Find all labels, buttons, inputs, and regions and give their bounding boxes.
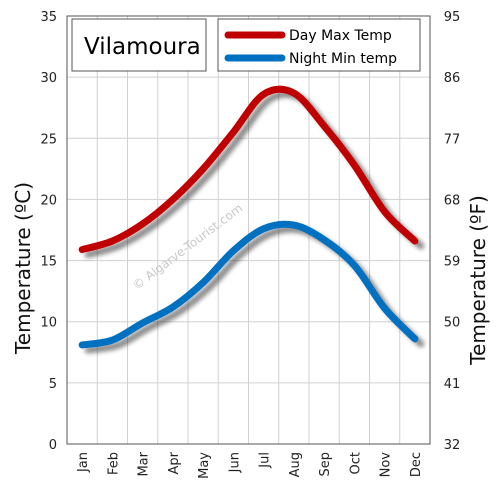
x-axis-ticks: Jan Feb Mar Apr May Jun Jul Aug Sep Oct Nov Dec — [76, 451, 424, 479]
legend-label: Night Min temp — [289, 51, 397, 67]
y-tick-label: 20 — [40, 193, 57, 208]
x-tick-label: May — [197, 452, 212, 479]
y-tick-label: 25 — [40, 132, 57, 147]
legend — [217, 18, 421, 72]
x-tick-label: Jun — [227, 452, 242, 473]
y2-tick-label: 59 — [444, 255, 461, 270]
title-box — [71, 18, 207, 72]
series-lines — [78, 85, 419, 349]
y-axis-label: Temperature (ºC) — [11, 182, 35, 355]
y2-tick-label: 32 — [444, 438, 461, 453]
x-tick-label: Jul — [258, 452, 273, 469]
x-tick-label: Apr — [167, 451, 182, 474]
x-tick-label: Oct — [348, 452, 363, 474]
x-tick-label: Mar — [137, 451, 152, 476]
y-tick-label: 15 — [40, 255, 57, 270]
y2-tick-label: 68 — [444, 193, 461, 208]
y-tick-label: 10 — [40, 316, 57, 331]
series-line-1 — [78, 220, 419, 349]
x-tick-label: Aug — [288, 452, 303, 477]
y-tick-label: 30 — [40, 71, 57, 86]
chart-title: Vilamoura — [84, 34, 201, 60]
x-tick-label: Jan — [76, 452, 91, 473]
y-tick-label: 5 — [49, 377, 57, 392]
plot-frame — [66, 15, 431, 445]
gridlines — [67, 15, 430, 445]
right-axis-ticks: 32 41 50 59 68 77 86 95 — [444, 10, 461, 453]
y2-tick-label: 41 — [444, 377, 461, 392]
x-tick-label: Dec — [409, 452, 424, 477]
x-tick-label: Sep — [318, 452, 333, 477]
y2-tick-label: 95 — [444, 10, 461, 25]
y2-tick-label: 50 — [444, 316, 461, 331]
series-line-0 — [78, 85, 419, 254]
legend-items: Day Max Temp Night Min temp — [224, 28, 397, 67]
x-tick-label: Nov — [379, 452, 394, 478]
x-tick-label: Feb — [106, 452, 121, 475]
legend-label: Day Max Temp — [289, 28, 392, 44]
y2-tick-label: 77 — [444, 132, 461, 147]
y-tick-label: 0 — [49, 438, 57, 453]
y-tick-label: 35 — [40, 10, 57, 25]
series-shadows — [84, 90, 425, 354]
y2-axis-label: Temperature (ºF) — [466, 195, 490, 366]
left-axis-ticks: 0 5 10 15 20 25 30 35 — [40, 10, 57, 453]
y2-tick-label: 86 — [444, 71, 461, 86]
